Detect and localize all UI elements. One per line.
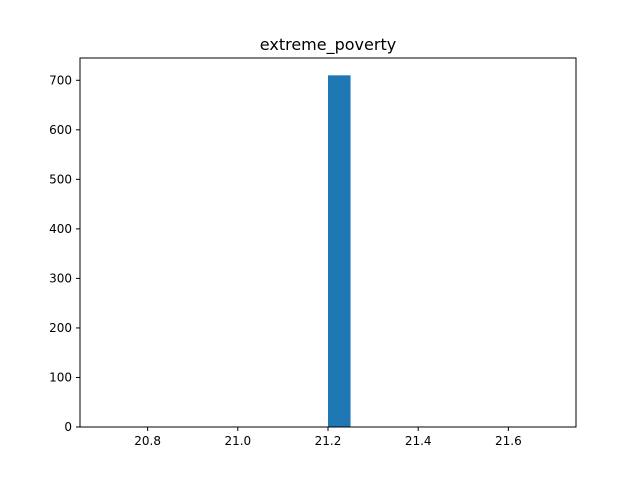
x-tick-label: 21.4 <box>405 434 432 448</box>
x-tick-label: 20.8 <box>134 434 161 448</box>
x-axis-ticks: 20.8 21.0 21.2 21.4 21.6 <box>134 427 522 448</box>
y-tick-label: 100 <box>49 370 72 384</box>
histogram-bar-0 <box>328 75 351 427</box>
x-tick-label: 21.2 <box>315 434 342 448</box>
y-tick-label: 700 <box>49 73 72 87</box>
y-tick-label: 400 <box>49 222 72 236</box>
x-tick-label: 21.0 <box>224 434 251 448</box>
x-tick-label: 21.6 <box>495 434 522 448</box>
y-axis-ticks: 0 100 200 300 400 500 600 700 <box>49 73 80 434</box>
bars-group <box>328 75 351 427</box>
y-tick-label: 500 <box>49 172 72 186</box>
y-tick-label: 300 <box>49 271 72 285</box>
y-tick-label: 0 <box>64 420 72 434</box>
plot-area-frame <box>79 57 577 428</box>
chart-title: extreme_poverty <box>260 35 396 55</box>
y-tick-label: 600 <box>49 123 72 137</box>
y-tick-label: 200 <box>49 321 72 335</box>
